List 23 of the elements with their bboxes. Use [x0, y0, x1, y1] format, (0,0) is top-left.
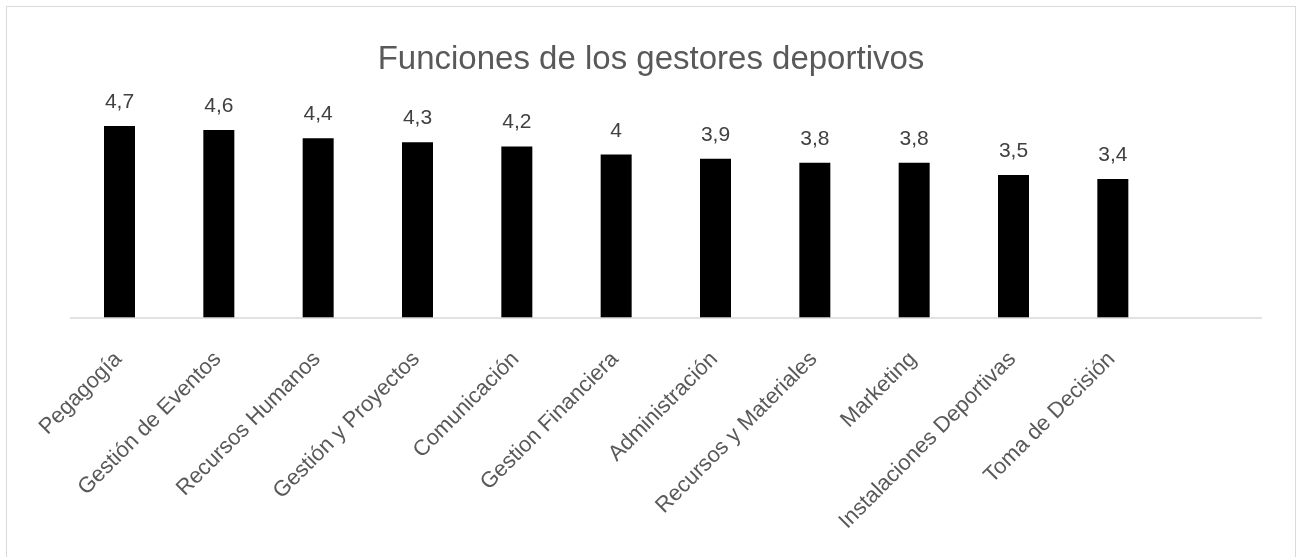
bar [898, 162, 930, 318]
bar [402, 142, 433, 318]
data-label: 3,8 [800, 125, 830, 149]
bar [1097, 179, 1129, 318]
data-label: 4,6 [204, 93, 234, 117]
data-label: 3,9 [700, 121, 731, 145]
data-label: 4 [610, 117, 623, 141]
data-label: 3,5 [998, 138, 1029, 162]
data-label: 4,3 [402, 105, 433, 129]
data-label: 3,4 [1098, 142, 1128, 166]
bar [998, 175, 1029, 318]
bar [700, 158, 731, 318]
data-label: 3,8 [899, 125, 929, 149]
bar [501, 146, 533, 318]
data-label: 4,4 [303, 101, 334, 125]
chart-title: Funciones de los gestores deportivos [377, 39, 925, 76]
bar [302, 138, 334, 318]
bar [203, 130, 235, 318]
data-label: 4,2 [502, 109, 532, 133]
bar [104, 126, 135, 318]
bar [799, 162, 831, 318]
bar [600, 154, 632, 318]
data-label: 4,7 [104, 89, 135, 112]
